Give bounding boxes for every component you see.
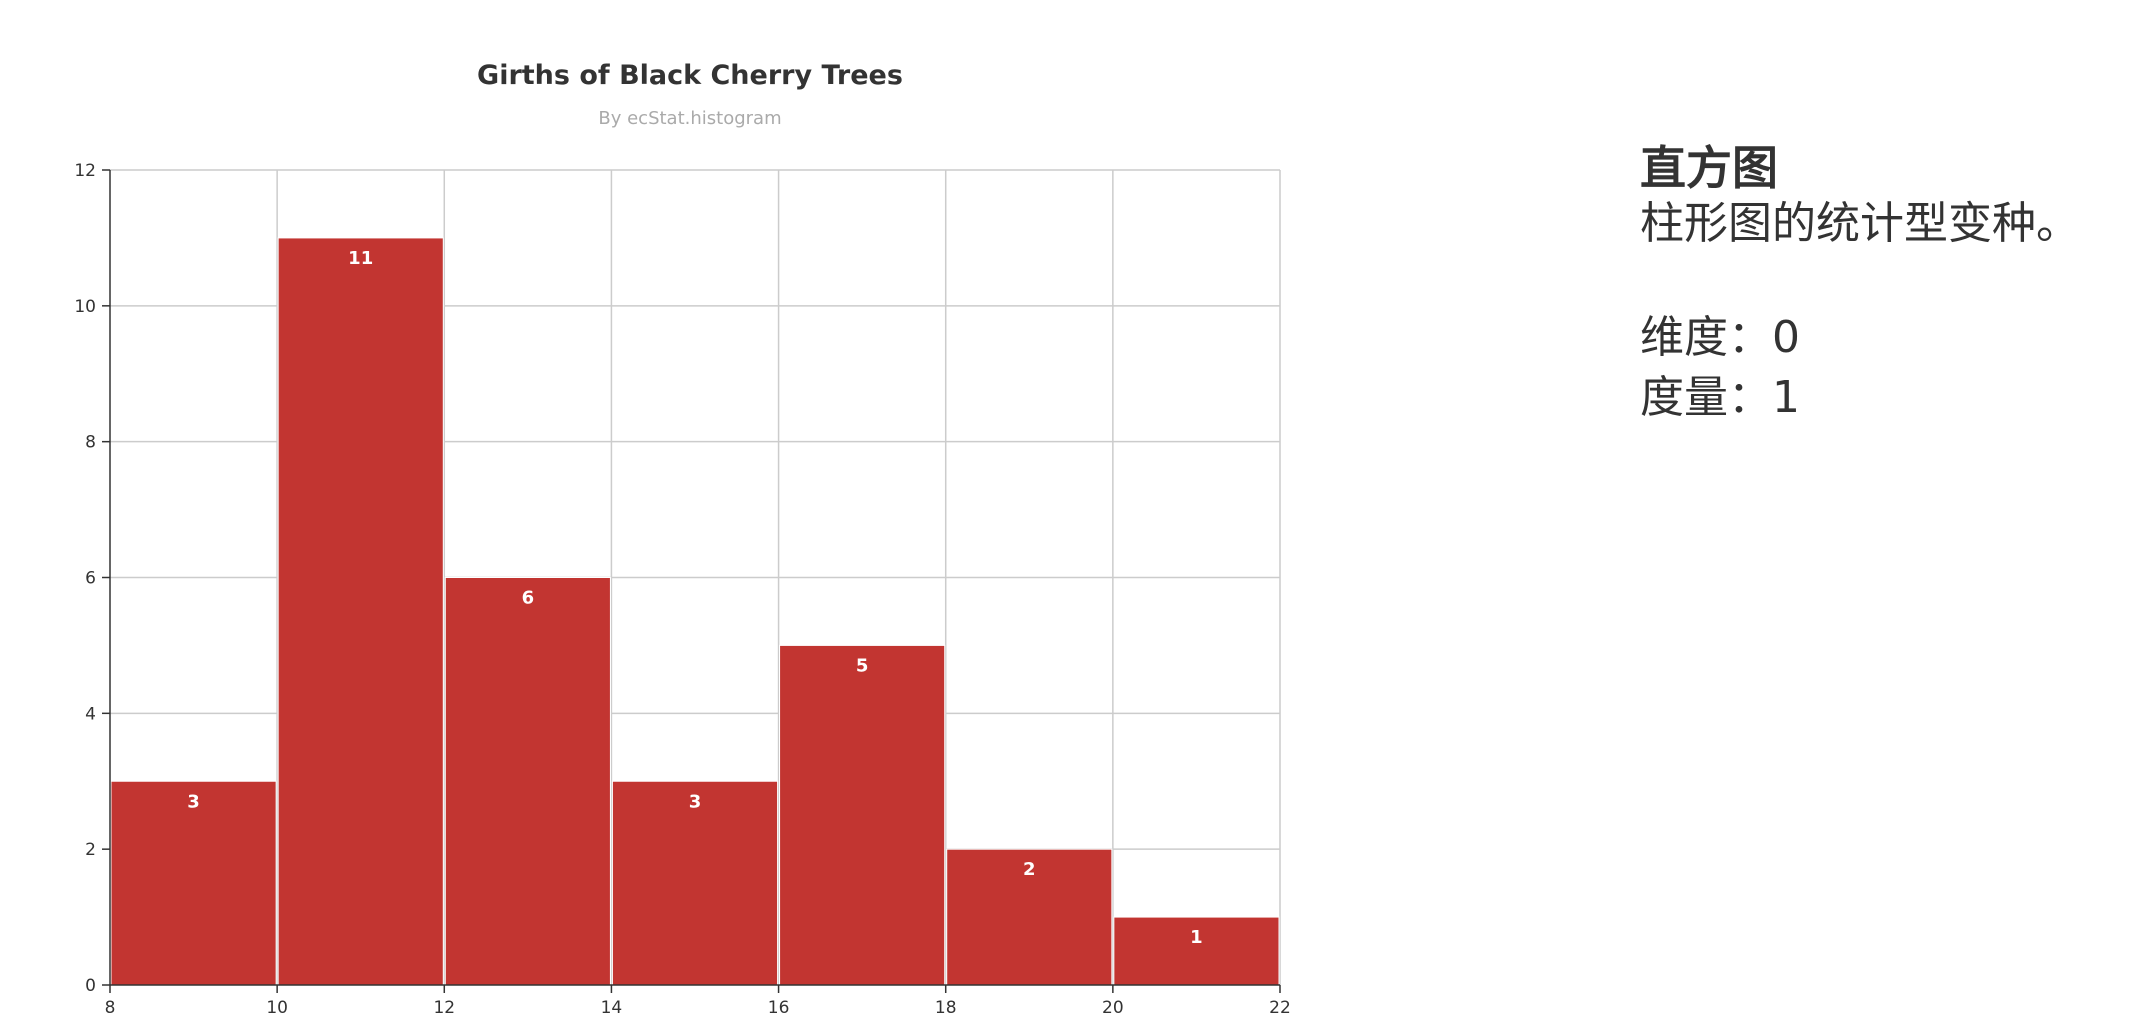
histogram-bar <box>946 848 1113 986</box>
bar-value-label: 6 <box>522 588 535 609</box>
histogram-chart: Girths of Black Cherry Trees By ecStat.h… <box>74 60 1290 1018</box>
chart-title: Girths of Black Cherry Trees <box>477 60 903 91</box>
chart-subtitle: By ecStat.histogram <box>598 108 781 129</box>
bar-value-label: 3 <box>187 791 200 812</box>
x-tick-label: 20 <box>1102 998 1124 1018</box>
dimension-count: 维度：0 <box>1640 312 1800 363</box>
y-tick-label: 2 <box>85 840 96 860</box>
x-tick-label: 8 <box>105 998 116 1018</box>
measure-count: 度量：1 <box>1640 372 1800 423</box>
panel-title: 直方图 <box>1640 141 1778 195</box>
bars <box>110 237 1280 986</box>
x-tick-label: 18 <box>935 998 957 1018</box>
x-tick-label: 10 <box>266 998 288 1018</box>
y-tick-label: 0 <box>85 976 96 996</box>
histogram-bar <box>277 237 444 986</box>
histogram-bar <box>611 780 779 986</box>
y-tick-label: 4 <box>85 704 96 724</box>
y-tick-label: 6 <box>85 569 96 589</box>
bar-value-label: 1 <box>1190 927 1203 948</box>
y-tick-label: 12 <box>74 161 96 181</box>
y-tick-label: 8 <box>85 433 96 453</box>
panel-description: 柱形图的统计型变种。 <box>1640 198 2080 249</box>
bar-value-label: 5 <box>856 655 869 676</box>
histogram-bar <box>110 780 277 986</box>
x-tick-label: 14 <box>601 998 623 1018</box>
info-panel: 直方图 柱形图的统计型变种。 维度：0 度量：1 <box>1640 140 2140 428</box>
y-tick-label: 10 <box>74 297 96 317</box>
x-tick-label: 22 <box>1269 998 1291 1018</box>
panel-meta: 维度：0 度量：1 <box>1640 308 2140 428</box>
x-tick-label: 16 <box>768 998 790 1018</box>
bar-value-label: 3 <box>689 791 702 812</box>
bar-labels: 3 11 6 3 5 2 1 <box>187 248 1202 948</box>
bar-value-label: 2 <box>1023 859 1036 880</box>
bar-value-label: 11 <box>348 248 373 269</box>
histogram-bar <box>779 644 946 986</box>
histogram-bar <box>444 577 611 986</box>
x-tick-label: 12 <box>433 998 455 1018</box>
